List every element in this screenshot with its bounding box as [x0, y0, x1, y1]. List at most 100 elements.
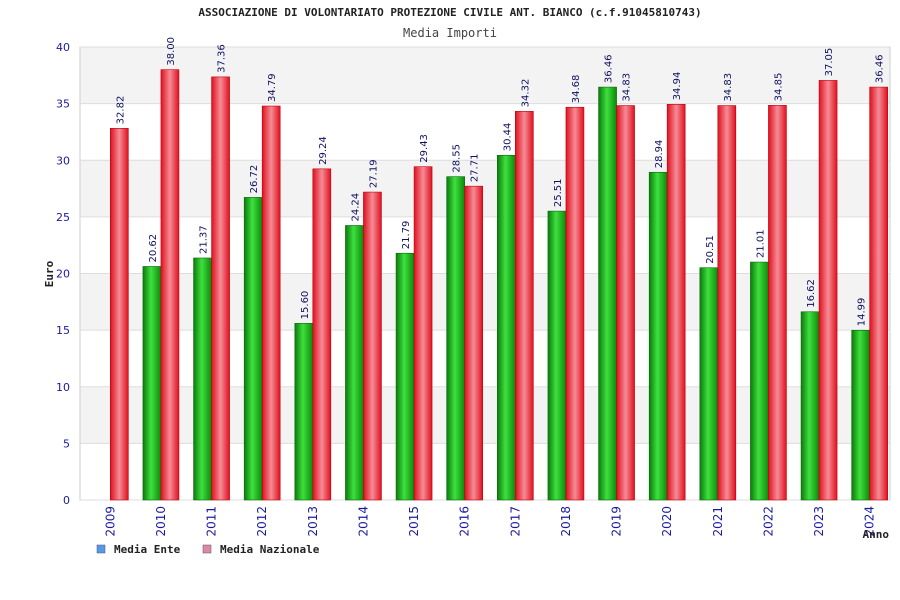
bar-media-nazionale-2009 — [110, 128, 129, 501]
bar-media-nazionale-2022 — [768, 105, 787, 501]
bar-media-nazionale-2013 — [312, 168, 332, 501]
bar-media-ente-2018 — [547, 210, 567, 501]
bar-media-nazionale-2016 — [464, 185, 483, 501]
bar-media-ente-2011 — [193, 257, 212, 501]
data-label-media-ente-2021: 20.51 — [705, 235, 716, 264]
x-tick-label-2019: 2019 — [610, 506, 624, 537]
bar-media-nazionale-2018 — [565, 106, 585, 501]
x-tick-label-2013: 2013 — [306, 506, 320, 537]
bar-media-ente-2013 — [294, 323, 314, 501]
bar-media-ente-2015 — [395, 252, 415, 501]
data-label-media-nazionale-2018: 34.68 — [571, 75, 582, 104]
x-tick-label-2021: 2021 — [711, 506, 725, 537]
y-tick-label: 40 — [56, 41, 70, 54]
data-label-media-ente-2011: 21.37 — [199, 225, 210, 254]
data-label-media-ente-2019: 36.46 — [604, 54, 615, 83]
chart-subtitle: Media Importi — [403, 26, 497, 40]
y-axis-label: Euro — [43, 260, 56, 287]
bar-media-ente-2010 — [142, 266, 162, 501]
data-label-media-ente-2010: 20.62 — [148, 234, 159, 263]
x-tick-label-2017: 2017 — [508, 506, 522, 537]
bar-media-ente-2014 — [345, 225, 364, 501]
y-tick-label: 20 — [56, 268, 70, 281]
data-label-media-ente-2015: 21.79 — [401, 221, 412, 250]
bars — [110, 69, 888, 501]
plot-band — [80, 47, 890, 104]
bar-media-ente-2019 — [598, 86, 617, 501]
bar-media-nazionale-2012 — [261, 105, 281, 501]
data-label-media-nazionale-2020: 34.94 — [672, 72, 683, 101]
data-label-media-ente-2023: 16.62 — [806, 279, 817, 308]
x-tick-label-2016: 2016 — [458, 506, 472, 537]
data-label-media-nazionale-2023: 37.05 — [824, 48, 835, 77]
bar-media-ente-2020 — [648, 171, 668, 501]
data-label-media-ente-2013: 15.60 — [300, 291, 311, 320]
legend-swatch-media-nazionale — [202, 544, 212, 554]
data-label-media-ente-2017: 30.44 — [502, 123, 513, 152]
x-tick-label-2010: 2010 — [154, 506, 168, 537]
x-tick-label-2020: 2020 — [660, 506, 674, 537]
x-axis-ticks: 2009 2010 2011 2012 2013 2014 2015 2016 2017 2018… — [103, 506, 876, 537]
y-tick-label: 30 — [56, 154, 70, 167]
data-label-media-nazionale-2013: 29.24 — [318, 136, 329, 165]
y-tick-label: 35 — [56, 98, 70, 111]
legend-swatch-media-ente — [96, 544, 106, 554]
x-tick-label-2015: 2015 — [407, 506, 421, 537]
bar-media-nazionale-2023 — [818, 80, 838, 501]
data-label-media-ente-2014: 24.24 — [350, 193, 361, 222]
legend-label-media-ente: Media Ente — [114, 543, 181, 556]
chart-title: ASSOCIAZIONE DI VOLONTARIATO PROTEZIONE … — [198, 6, 701, 19]
data-label-media-nazionale-2012: 34.79 — [267, 73, 278, 102]
bar-media-ente-2016 — [446, 176, 465, 501]
legend-label-media-nazionale: Media Nazionale — [220, 543, 320, 556]
bar-media-nazionale-2015 — [413, 166, 433, 501]
x-axis-label: Anno — [863, 528, 890, 541]
bar-media-nazionale-2019 — [616, 105, 635, 501]
data-label-media-nazionale-2010: 38.00 — [166, 37, 177, 66]
data-label-media-nazionale-2014: 27.19 — [368, 159, 379, 188]
bar-media-nazionale-2017 — [515, 111, 534, 501]
x-tick-label-2023: 2023 — [812, 506, 826, 537]
data-label-media-ente-2012: 26.72 — [249, 165, 260, 194]
data-label-media-ente-2018: 25.51 — [553, 178, 564, 207]
data-label-media-ente-2020: 28.94 — [654, 140, 665, 169]
y-tick-label: 25 — [56, 211, 70, 224]
bar-media-nazionale-2021 — [717, 105, 737, 501]
data-label-media-nazionale-2022: 34.85 — [773, 73, 784, 102]
bar-media-nazionale-2011 — [211, 76, 230, 501]
data-label-media-nazionale-2011: 37.36 — [217, 44, 228, 73]
data-label-media-nazionale-2015: 29.43 — [419, 134, 430, 163]
bar-media-nazionale-2024 — [869, 86, 888, 501]
x-tick-label-2012: 2012 — [255, 506, 269, 537]
x-tick-label-2014: 2014 — [356, 506, 370, 537]
data-labels: 32.82 20.62 38.00 21.37 37.36 26.72 34.79 15.60… — [115, 37, 885, 326]
y-tick-label: 10 — [56, 381, 70, 394]
data-label-media-nazionale-2024: 36.46 — [875, 54, 886, 83]
x-tick-label-2022: 2022 — [761, 506, 775, 537]
y-tick-label: 0 — [63, 494, 70, 507]
data-label-media-ente-2024: 14.99 — [857, 298, 868, 327]
data-label-media-ente-2022: 21.01 — [755, 229, 766, 258]
y-axis-ticks: 0 5 10 15 20 25 30 35 40 — [56, 41, 70, 507]
data-label-media-ente-2016: 28.55 — [452, 144, 463, 173]
bar-media-ente-2021 — [699, 267, 719, 501]
x-tick-label-2018: 2018 — [559, 506, 573, 537]
bar-media-nazionale-2010 — [160, 69, 180, 501]
bar-media-ente-2017 — [497, 154, 516, 501]
x-tick-label-2024: 2024 — [863, 506, 877, 537]
data-label-media-nazionale-2016: 27.71 — [470, 154, 481, 183]
bar-media-ente-2012 — [243, 197, 263, 501]
y-tick-label: 15 — [56, 324, 70, 337]
legend: Media Ente Media Nazionale — [96, 543, 320, 556]
y-tick-label: 5 — [63, 437, 70, 450]
bar-media-ente-2022 — [750, 261, 769, 501]
data-label-media-nazionale-2009: 32.82 — [115, 96, 126, 125]
data-label-media-nazionale-2017: 34.32 — [520, 79, 531, 108]
bar-media-ente-2023 — [800, 311, 820, 501]
bar-media-ente-2024 — [851, 329, 870, 501]
data-label-media-nazionale-2021: 34.83 — [723, 73, 734, 102]
x-tick-label-2011: 2011 — [205, 506, 219, 537]
bar-media-nazionale-2020 — [666, 104, 686, 501]
data-label-media-nazionale-2019: 34.83 — [622, 73, 633, 102]
